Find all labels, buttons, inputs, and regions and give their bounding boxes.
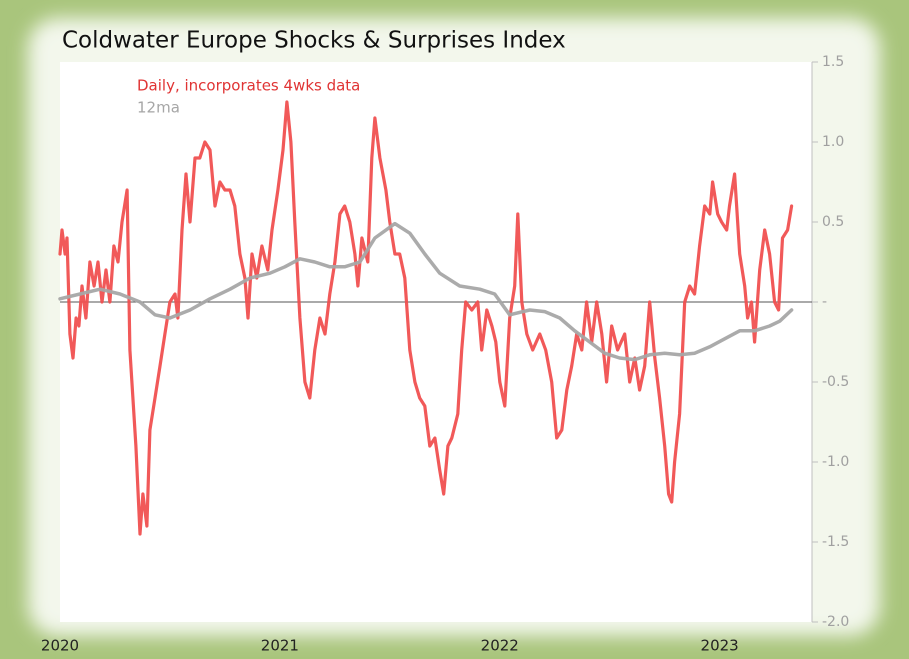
y-tick-label: -1.5 xyxy=(822,534,849,550)
chart-title: Coldwater Europe Shocks & Surprises Inde… xyxy=(62,28,566,54)
y-tick-label: - xyxy=(822,294,827,310)
legend-label: Daily, incorporates 4wks data xyxy=(137,77,360,95)
y-tick-label: -1.0 xyxy=(822,454,849,470)
y-tick-label: 1.5 xyxy=(822,54,844,70)
y-tick-label: 1.0 xyxy=(822,134,844,150)
x-tick-label: 2023 xyxy=(701,637,739,655)
x-tick-label: 2022 xyxy=(481,637,519,655)
y-tick-label: -0.5 xyxy=(822,374,849,390)
series-line xyxy=(58,221,794,362)
x-tick-label: 2021 xyxy=(261,637,299,655)
y-tick-label: 0.5 xyxy=(822,214,844,230)
y-tick-label: -2.0 xyxy=(822,614,849,630)
series-line xyxy=(58,100,794,536)
plot-area xyxy=(60,62,812,622)
legend-label: 12ma xyxy=(137,99,180,117)
x-tick-label: 2020 xyxy=(41,637,79,655)
